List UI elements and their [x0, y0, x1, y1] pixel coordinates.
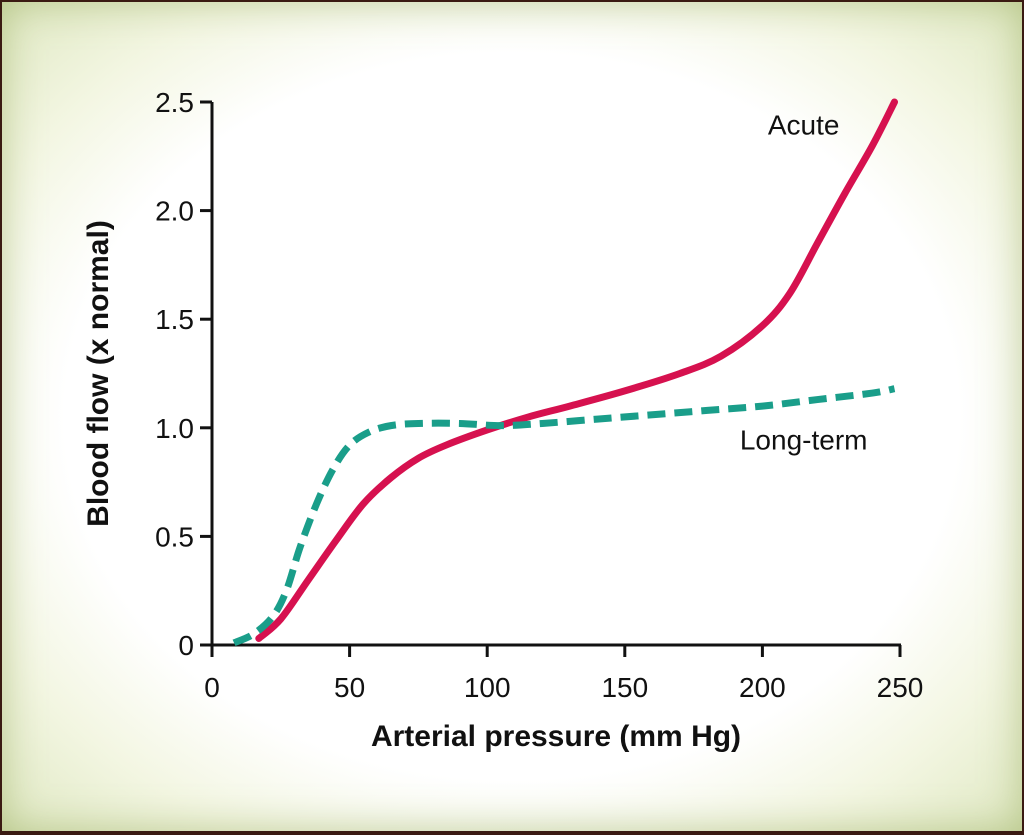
axes: 0 50 100 150 200 250 0 0.5 1.0 1.5 2.0 2.5: [155, 87, 923, 703]
x-tick-label: 200: [739, 672, 786, 703]
labels-group: Acute Long-term: [740, 110, 868, 456]
annotation-long-term: Long-term: [740, 425, 868, 456]
series-line-acute: [255, 98, 898, 642]
y-tick-label: 2.5: [155, 87, 194, 118]
y-axis-title: Blood flow (x normal): [82, 220, 115, 527]
x-tick-label: 250: [877, 672, 924, 703]
y-tick-label: 0: [178, 630, 194, 661]
x-axis-title: Arterial pressure (mm Hg): [371, 720, 741, 753]
y-tick-label: 2.0: [155, 196, 194, 227]
y-tick-label: 0.5: [155, 521, 194, 552]
x-tick-label: 50: [334, 672, 365, 703]
series-line-long-term: [232, 385, 896, 647]
x-tick-label: 0: [204, 672, 220, 703]
series-group: [232, 98, 898, 647]
annotation-acute: Acute: [768, 110, 840, 141]
x-tick-label: 150: [601, 672, 648, 703]
y-tick-label: 1.0: [155, 413, 194, 444]
y-tick-label: 1.5: [155, 304, 194, 335]
x-tick-label: 100: [464, 672, 511, 703]
